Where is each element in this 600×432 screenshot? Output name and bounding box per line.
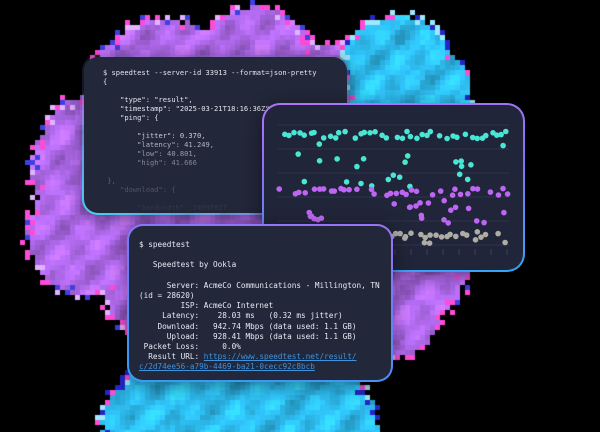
- result-url-link[interactable]: https://www.speedtest.net/result/: [203, 352, 357, 362]
- result-terminal-body-panel: $ speedtest Speedtest by Ookla Server: A…: [129, 226, 391, 380]
- json-terminal-output: { "type": "result", "timestamp": "2025-0…: [103, 77, 274, 213]
- json-terminal-command: $ speedtest --server-id 33913 --format=j…: [103, 68, 317, 77]
- result-terminal-text: $ speedtest Speedtest by Ookla Server: A…: [129, 226, 391, 373]
- result-url-link[interactable]: c/2d74ee56-a79b-4469-ba21-0cecc92c8bcb: [139, 362, 315, 372]
- result-terminal-command: $ speedtest: [139, 240, 190, 249]
- result-terminal-output: Speedtest by Ookla Server: AcmeCo Commun…: [139, 260, 380, 362]
- result-terminal-window: $ speedtest Speedtest by Ookla Server: A…: [127, 224, 393, 382]
- json-terminal-text: $ speedtest --server-id 33913 --format=j…: [84, 57, 347, 213]
